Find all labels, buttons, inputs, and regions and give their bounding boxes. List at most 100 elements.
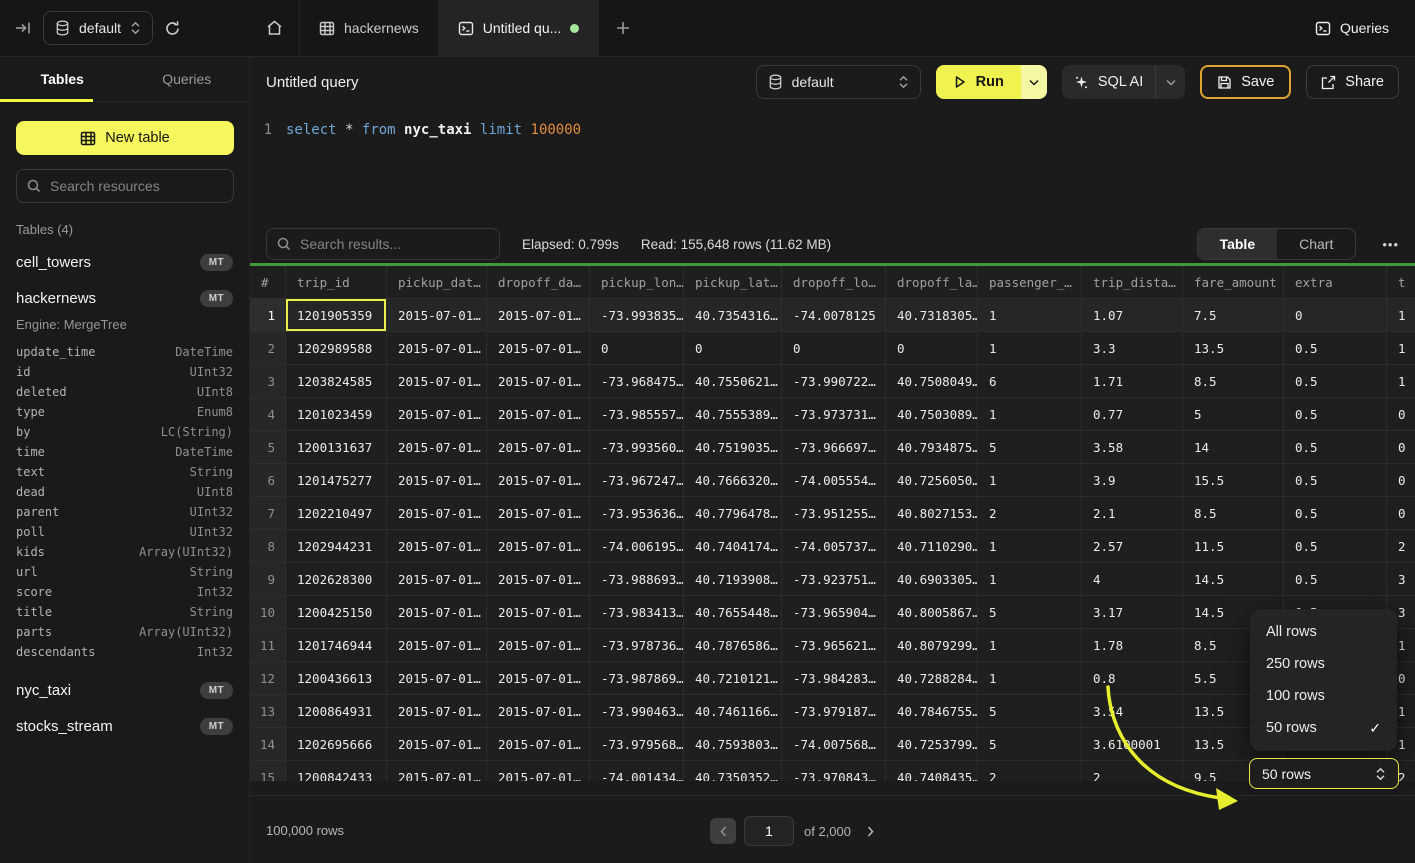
table-cell[interactable]: 2015-07-01… <box>387 563 487 596</box>
table-cell[interactable]: 6 <box>978 365 1082 398</box>
table-cell[interactable]: 1 <box>978 662 1082 695</box>
table-cell[interactable]: -73.990463… <box>590 695 684 728</box>
menu-item-250-rows[interactable]: 250 rows <box>1250 648 1397 680</box>
table-cell[interactable]: 1 <box>978 629 1082 662</box>
table-cell[interactable]: 2015-07-01… <box>487 530 590 563</box>
table-cell[interactable]: 0.5 <box>1284 497 1387 530</box>
table-cell[interactable]: 40.8005867… <box>886 596 978 629</box>
table-cell[interactable]: 2015-07-01… <box>387 662 487 695</box>
menu-item-all-rows[interactable]: All rows <box>1250 616 1397 648</box>
sql-ai-button[interactable]: SQL AI <box>1061 65 1186 99</box>
table-cell[interactable]: 2015-07-01… <box>487 431 590 464</box>
table-cell[interactable]: 0 <box>782 332 886 365</box>
table-cell[interactable]: 40.7256050… <box>886 464 978 497</box>
page-number-input[interactable] <box>744 816 794 846</box>
table-cell[interactable]: 1202944231 <box>286 530 387 563</box>
column-header-dropoff_la[interactable]: dropoff_la… <box>886 266 978 299</box>
sidebar-tab-queries[interactable]: Queries <box>162 71 212 87</box>
table-cell[interactable]: -73.983413… <box>590 596 684 629</box>
rows-per-page-select[interactable]: 50 rows <box>1249 758 1399 789</box>
table-cell[interactable]: 3 <box>1387 563 1415 596</box>
view-toggle-chart[interactable]: Chart <box>1299 236 1334 252</box>
table-cell[interactable]: 40.7193908… <box>684 563 782 596</box>
save-button[interactable]: Save <box>1200 65 1292 99</box>
new-table-button[interactable]: New table <box>16 121 234 155</box>
table-cell[interactable]: 14.5 <box>1183 563 1284 596</box>
column-header-trip_id[interactable]: trip_id <box>286 266 387 299</box>
column-header-index[interactable]: # <box>250 266 286 299</box>
table-cell[interactable]: 5 <box>1183 398 1284 431</box>
table-cell[interactable]: 40.7210121… <box>684 662 782 695</box>
new-tab-button[interactable] <box>599 0 647 56</box>
table-cell[interactable]: 1201905359 <box>286 299 387 332</box>
table-cell[interactable]: 2015-07-01… <box>387 332 487 365</box>
table-cell[interactable]: -73.979568… <box>590 728 684 761</box>
table-cell[interactable]: 0.5 <box>1284 398 1387 431</box>
table-item-hackernews[interactable]: hackernews MT <box>0 280 249 316</box>
table-cell[interactable]: 40.7350352… <box>684 761 782 781</box>
table-cell[interactable]: 5 <box>978 695 1082 728</box>
table-cell[interactable]: 2 <box>978 761 1082 781</box>
tab-hackernews[interactable]: hackernews <box>300 0 439 56</box>
table-cell[interactable]: 0 <box>684 332 782 365</box>
table-cell[interactable]: 40.7655448… <box>684 596 782 629</box>
table-cell[interactable]: 2.1 <box>1082 497 1183 530</box>
table-cell[interactable]: 40.7503089… <box>886 398 978 431</box>
table-cell[interactable]: 5 <box>978 596 1082 629</box>
table-cell[interactable]: 1 <box>978 563 1082 596</box>
table-cell[interactable]: 5 <box>978 728 1082 761</box>
table-cell[interactable]: 1.78 <box>1082 629 1183 662</box>
table-cell[interactable]: 2015-07-01… <box>387 431 487 464</box>
table-cell[interactable]: 0.5 <box>1284 563 1387 596</box>
table-cell[interactable]: 3.17 <box>1082 596 1183 629</box>
table-cell[interactable]: 1.07 <box>1082 299 1183 332</box>
table-cell[interactable]: 40.7461166… <box>684 695 782 728</box>
table-cell[interactable]: 3.9 <box>1082 464 1183 497</box>
table-cell[interactable]: -73.970843… <box>782 761 886 781</box>
table-cell[interactable]: -73.965621… <box>782 629 886 662</box>
menu-item-100-rows[interactable]: 100 rows <box>1250 680 1397 712</box>
column-header-passenger_[interactable]: passenger_… <box>978 266 1082 299</box>
table-cell[interactable]: 7.5 <box>1183 299 1284 332</box>
results-search-input[interactable] <box>300 236 489 252</box>
table-cell[interactable]: -73.985557… <box>590 398 684 431</box>
refresh-icon[interactable] <box>164 20 181 37</box>
sql-editor[interactable]: 1 select * from nyc_taxi limit 100000 <box>250 107 1415 225</box>
table-cell[interactable]: 8.5 <box>1183 497 1284 530</box>
table-cell[interactable]: 2015-07-01… <box>387 497 487 530</box>
table-cell[interactable]: -73.993835… <box>590 299 684 332</box>
table-cell[interactable]: -73.953636… <box>590 497 684 530</box>
table-cell[interactable]: 0.5 <box>1284 365 1387 398</box>
table-cell[interactable]: 2015-07-01… <box>487 365 590 398</box>
table-cell[interactable]: 3.3 <box>1082 332 1183 365</box>
table-cell[interactable]: -73.968475… <box>590 365 684 398</box>
table-cell[interactable]: 2015-07-01… <box>387 398 487 431</box>
collapse-sidebar-icon[interactable] <box>15 20 32 36</box>
table-cell[interactable]: -73.967247… <box>590 464 684 497</box>
table-cell[interactable]: 2015-07-01… <box>387 464 487 497</box>
table-cell[interactable]: 11.5 <box>1183 530 1284 563</box>
column-header-t[interactable]: t <box>1387 266 1415 299</box>
table-cell[interactable]: 2015-07-01… <box>487 596 590 629</box>
table-cell[interactable]: 0.77 <box>1082 398 1183 431</box>
table-cell[interactable]: 1 <box>978 464 1082 497</box>
table-cell[interactable]: 40.7110290… <box>886 530 978 563</box>
table-cell[interactable]: 40.7508049… <box>886 365 978 398</box>
table-cell[interactable]: 0 <box>1387 497 1415 530</box>
table-cell[interactable]: 1 <box>978 398 1082 431</box>
table-cell[interactable]: 40.7288284… <box>886 662 978 695</box>
table-cell[interactable]: 3.6100001 <box>1082 728 1183 761</box>
table-cell[interactable]: 40.7593803… <box>684 728 782 761</box>
column-header-dropoff_da[interactable]: dropoff_da… <box>487 266 590 299</box>
table-cell[interactable]: 2015-07-01… <box>387 530 487 563</box>
table-cell[interactable]: 40.8079299… <box>886 629 978 662</box>
table-cell[interactable]: 40.7354316… <box>684 299 782 332</box>
column-header-pickup_lat[interactable]: pickup_lat… <box>684 266 782 299</box>
table-cell[interactable]: 2015-07-01… <box>487 629 590 662</box>
table-cell[interactable]: -74.001434… <box>590 761 684 781</box>
table-cell[interactable]: 1201023459 <box>286 398 387 431</box>
table-cell[interactable]: 2015-07-01… <box>487 497 590 530</box>
column-header-trip_dista[interactable]: trip_dista… <box>1082 266 1183 299</box>
table-cell[interactable]: 40.7519035… <box>684 431 782 464</box>
table-cell[interactable]: -74.005737… <box>782 530 886 563</box>
